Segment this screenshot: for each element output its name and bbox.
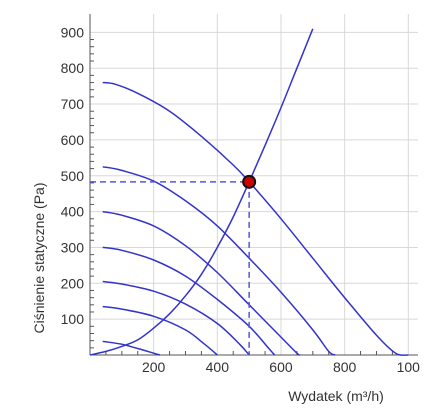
fan-curve-2 <box>102 166 336 356</box>
system-curve-group <box>89 28 314 356</box>
x-tick-label-0: 200 <box>142 359 166 375</box>
minor-ticks <box>90 39 393 355</box>
y-tick-label-200: 200 <box>61 275 85 291</box>
operating-point-marker <box>242 174 257 189</box>
fan-curve-4 <box>102 246 276 356</box>
x-tick-label-2: 600 <box>269 359 293 375</box>
y-tick-label-600: 600 <box>61 132 85 148</box>
y-axis-label: Ciśnienie statyczne (Pa) <box>31 183 47 334</box>
x-tick-labels: 200 400 600 800 100 <box>142 359 420 375</box>
x-axis-label: Wydatek (m³/h) <box>288 388 384 404</box>
fan-curve-5 <box>102 280 250 356</box>
fan-curve-7 <box>102 340 161 356</box>
y-tick-label-300: 300 <box>61 239 85 255</box>
fan-curve-6 <box>102 305 218 356</box>
fan-curve-3 <box>102 210 301 356</box>
y-tick-label-100: 100 <box>61 311 85 327</box>
axes <box>89 14 418 356</box>
y-tick-label-800: 800 <box>61 60 85 76</box>
grid <box>90 14 418 355</box>
y-tick-label-400: 400 <box>61 204 85 220</box>
operating-point-group <box>90 174 257 355</box>
y-tick-label-900: 900 <box>61 24 85 40</box>
y-tick-labels: 100 200 300 400 500 600 700 800 900 <box>61 24 85 327</box>
y-tick-label-700: 700 <box>61 96 85 112</box>
system-curve <box>89 28 314 356</box>
y-tick-label-500: 500 <box>61 168 85 184</box>
x-tick-label-1: 400 <box>206 359 230 375</box>
fan-curves <box>102 81 409 356</box>
x-tick-label-4: 100 <box>397 359 421 375</box>
x-tick-label-3: 800 <box>333 359 357 375</box>
